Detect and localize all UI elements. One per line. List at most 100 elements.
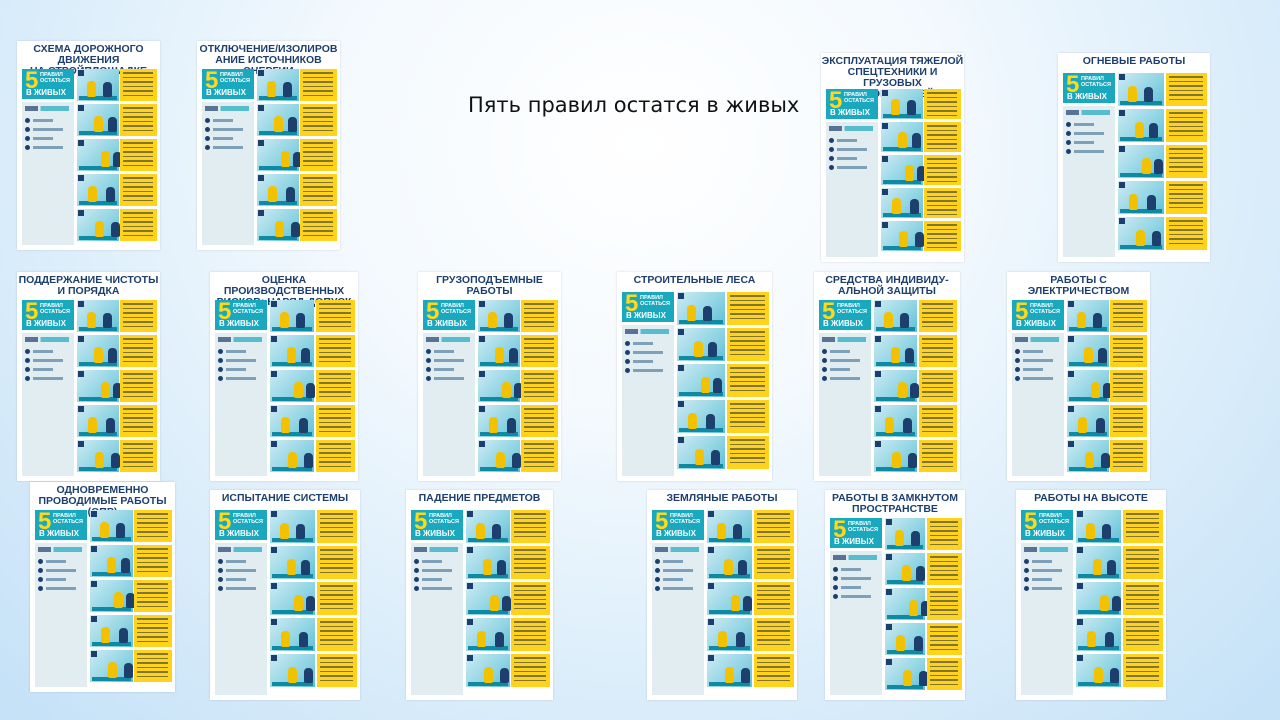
rule-text-line: [226, 368, 246, 371]
rule-description-box: [134, 510, 172, 542]
rule-text-line: [830, 368, 850, 371]
badge-number: 5: [38, 508, 52, 535]
safety-poster: РАБОТЫ С ЭЛЕКТРИЧЕСТВОМ 5 ПРАВИЛ ОСТАТЬСЯ В…: [1007, 272, 1150, 481]
step-number-icon: [882, 189, 888, 195]
step-number-icon: [479, 371, 485, 377]
step-number-icon: [886, 589, 892, 595]
rule-row: [77, 335, 157, 367]
safety-poster: ЭКСПЛУАТАЦИЯ ТЯЖЕЛОЙ СПЕЦТЕХНИКИ И ГРУЗО…: [821, 53, 964, 262]
rule-description-box: [926, 553, 962, 585]
company-logo-icon: [426, 337, 470, 342]
rule-description-box: [926, 518, 962, 550]
step-number-icon: [258, 210, 264, 216]
badge-number: 5: [205, 67, 219, 94]
poster-sidebar: [819, 333, 871, 476]
step-number-icon: [91, 616, 97, 622]
rule-icon: [25, 367, 30, 372]
rule-description-box: [521, 335, 558, 367]
step-number-icon: [78, 175, 84, 181]
badge-text: ПРАВИЛ ОСТАТЬСЯ: [670, 513, 700, 525]
worker-illustration: [1118, 145, 1165, 178]
poster-sidebar: [652, 543, 704, 695]
rule-text-line: [1023, 359, 1053, 362]
rule-icon: [655, 586, 660, 591]
poster-title: СРЕДСТВА ИНДИВИДУ- АЛЬНОЙ ЗАЩИТЫ: [825, 274, 949, 297]
step-number-icon: [78, 441, 84, 447]
poster-title: ЗЕМЛЯНЫЕ РАБОТЫ: [666, 492, 778, 504]
step-number-icon: [1119, 74, 1125, 80]
worker-illustration: [1076, 546, 1122, 579]
rule-description-box: [1110, 300, 1147, 332]
rule-text-line: [226, 350, 246, 353]
rule-row: [1067, 405, 1147, 437]
step-number-icon: [467, 619, 473, 625]
rule-icon: [218, 559, 223, 564]
rule-row: [257, 174, 337, 206]
step-number-icon: [78, 301, 84, 307]
step-number-icon: [479, 441, 485, 447]
rule-description-box: [316, 618, 357, 651]
five-rules-badge: 5 ПРАВИЛ ОСТАТЬСЯ В ЖИВЫХ: [819, 298, 871, 330]
rule-row: [885, 623, 962, 655]
rule-description-box: [134, 580, 172, 612]
rule-description-box: [511, 654, 550, 687]
poster-sidebar: [1063, 106, 1115, 257]
rule-row: [707, 654, 794, 687]
rule-text-line: [837, 157, 857, 160]
rule-text-line: [213, 119, 233, 122]
rule-text-line: [837, 166, 867, 169]
poster-sidebar: [215, 333, 267, 476]
rule-description-box: [753, 654, 794, 687]
worker-illustration: [885, 623, 926, 655]
rule-icon: [822, 376, 827, 381]
poster-title: ПОДДЕРЖАНИЕ ЧИСТОТЫ И ПОРЯДКА: [18, 274, 159, 297]
poster-title: РАБОТЫ В ЗАМКНУТОМ ПРОСТРАНСТВЕ: [832, 492, 958, 515]
rule-row: [1076, 654, 1163, 687]
step-number-icon: [1119, 182, 1125, 188]
step-number-icon: [1077, 511, 1083, 517]
five-rules-badge: 5 ПРАВИЛ ОСТАТЬСЯ В ЖИВЫХ: [411, 508, 463, 540]
rule-row: [270, 546, 357, 579]
worker-illustration: [881, 122, 923, 152]
step-number-icon: [271, 441, 277, 447]
rule-icon: [218, 577, 223, 582]
rule-icon: [1066, 122, 1071, 127]
worker-illustration: [1067, 405, 1109, 437]
rule-text-line: [226, 578, 246, 581]
worker-illustration: [90, 510, 133, 542]
rule-row: [466, 546, 550, 579]
rule-text-line: [841, 577, 871, 580]
five-rules-badge: 5 ПРАВИЛ ОСТАТЬСЯ В ЖИВЫХ: [22, 67, 74, 99]
step-number-icon: [78, 406, 84, 412]
step-number-icon: [1119, 146, 1125, 152]
rule-text-line: [226, 587, 256, 590]
badge-number: 5: [833, 516, 847, 543]
step-number-icon: [479, 406, 485, 412]
step-number-icon: [708, 547, 714, 553]
rule-text-line: [830, 359, 860, 362]
step-number-icon: [1068, 371, 1074, 377]
step-number-icon: [882, 90, 888, 96]
worker-illustration: [1118, 73, 1165, 106]
rule-row: [885, 588, 962, 620]
rule-text-line: [1074, 141, 1094, 144]
rule-text-line: [1032, 569, 1062, 572]
poster-title: ОГНЕВЫЕ РАБОТЫ: [1082, 55, 1186, 67]
rule-description-box: [1110, 335, 1147, 367]
worker-illustration: [874, 300, 918, 332]
rule-text-line: [422, 560, 442, 563]
rule-row: [257, 104, 337, 136]
worker-illustration: [77, 440, 120, 472]
rule-description-box: [924, 89, 961, 119]
rule-icon: [414, 559, 419, 564]
rule-text-line: [1023, 350, 1043, 353]
rule-row: [77, 209, 157, 241]
rule-icon: [1015, 367, 1020, 372]
rule-description-box: [926, 623, 962, 655]
rule-row: [270, 654, 357, 687]
rule-text-line: [1074, 132, 1104, 135]
rule-icon: [25, 358, 30, 363]
rule-icon: [822, 358, 827, 363]
rule-description-box: [753, 546, 794, 579]
badge-text: ПРАВИЛ ОСТАТЬСЯ: [844, 92, 874, 104]
